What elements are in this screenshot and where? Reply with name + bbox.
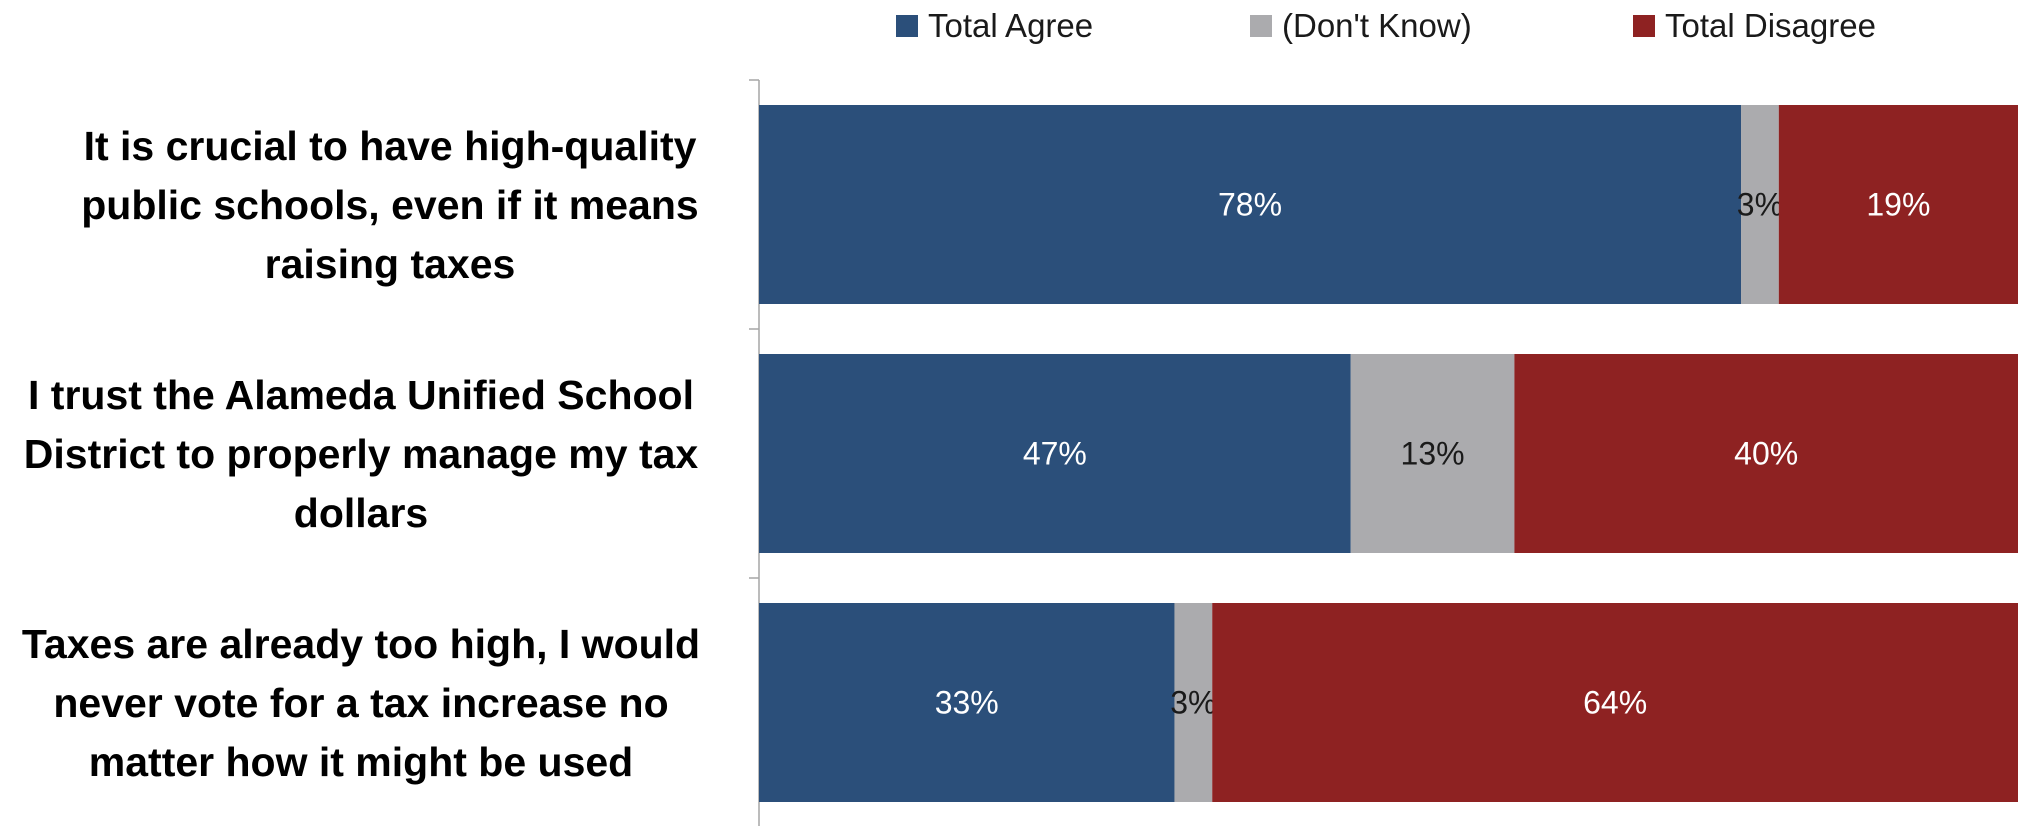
data-label-3-series-1: 33%: [935, 685, 999, 721]
legend-item-total-disagree: Total Disagree: [1633, 7, 1876, 44]
bar-3-series-2: [1174, 603, 1213, 802]
bar-2-series-2: [1350, 354, 1515, 553]
legend-label-total-agree: Total Agree: [928, 7, 1094, 44]
bar-1-series-1: [759, 105, 1742, 304]
category-label-1: It is crucial to have high-quality publi…: [81, 123, 699, 287]
data-label-1-series-1: 78%: [1218, 187, 1282, 223]
legend-label-dont-know: (Don't Know): [1282, 7, 1472, 44]
bar-1-series-2: [1741, 105, 1779, 304]
category-label-2: I trust the Alameda Unified School Distr…: [23, 372, 699, 536]
chart-legend: Total Agree (Don't Know) Total Disagree: [896, 7, 1996, 44]
data-label-3-series-2: 3%: [1170, 685, 1216, 721]
bar-2-series-1: [759, 354, 1351, 553]
data-label-2-series-2: 13%: [1401, 436, 1465, 472]
legend-item-total-agree: Total Agree: [896, 7, 1094, 44]
bar-3-series-1: [759, 603, 1175, 802]
legend-swatch-total-agree: [896, 15, 918, 37]
data-label-1-series-3: 19%: [1866, 187, 1930, 223]
data-label-2-series-3: 40%: [1734, 436, 1798, 472]
bar-2-series-3: [1514, 354, 2018, 553]
data-label-3-series-3: 64%: [1583, 685, 1647, 721]
legend-label-total-disagree: Total Disagree: [1665, 7, 1876, 44]
category-label-3: Taxes are already too high, I would neve…: [21, 621, 701, 785]
bar-3-series-3: [1212, 603, 2018, 802]
data-label-1-series-2: 3%: [1737, 187, 1783, 223]
bar-1-series-3: [1778, 105, 2018, 304]
legend-swatch-total-disagree: [1633, 15, 1655, 37]
legend-swatch-dont-know: [1250, 15, 1272, 37]
legend-item-dont-know: (Don't Know): [1250, 7, 1472, 44]
data-label-2-series-1: 47%: [1023, 436, 1087, 472]
